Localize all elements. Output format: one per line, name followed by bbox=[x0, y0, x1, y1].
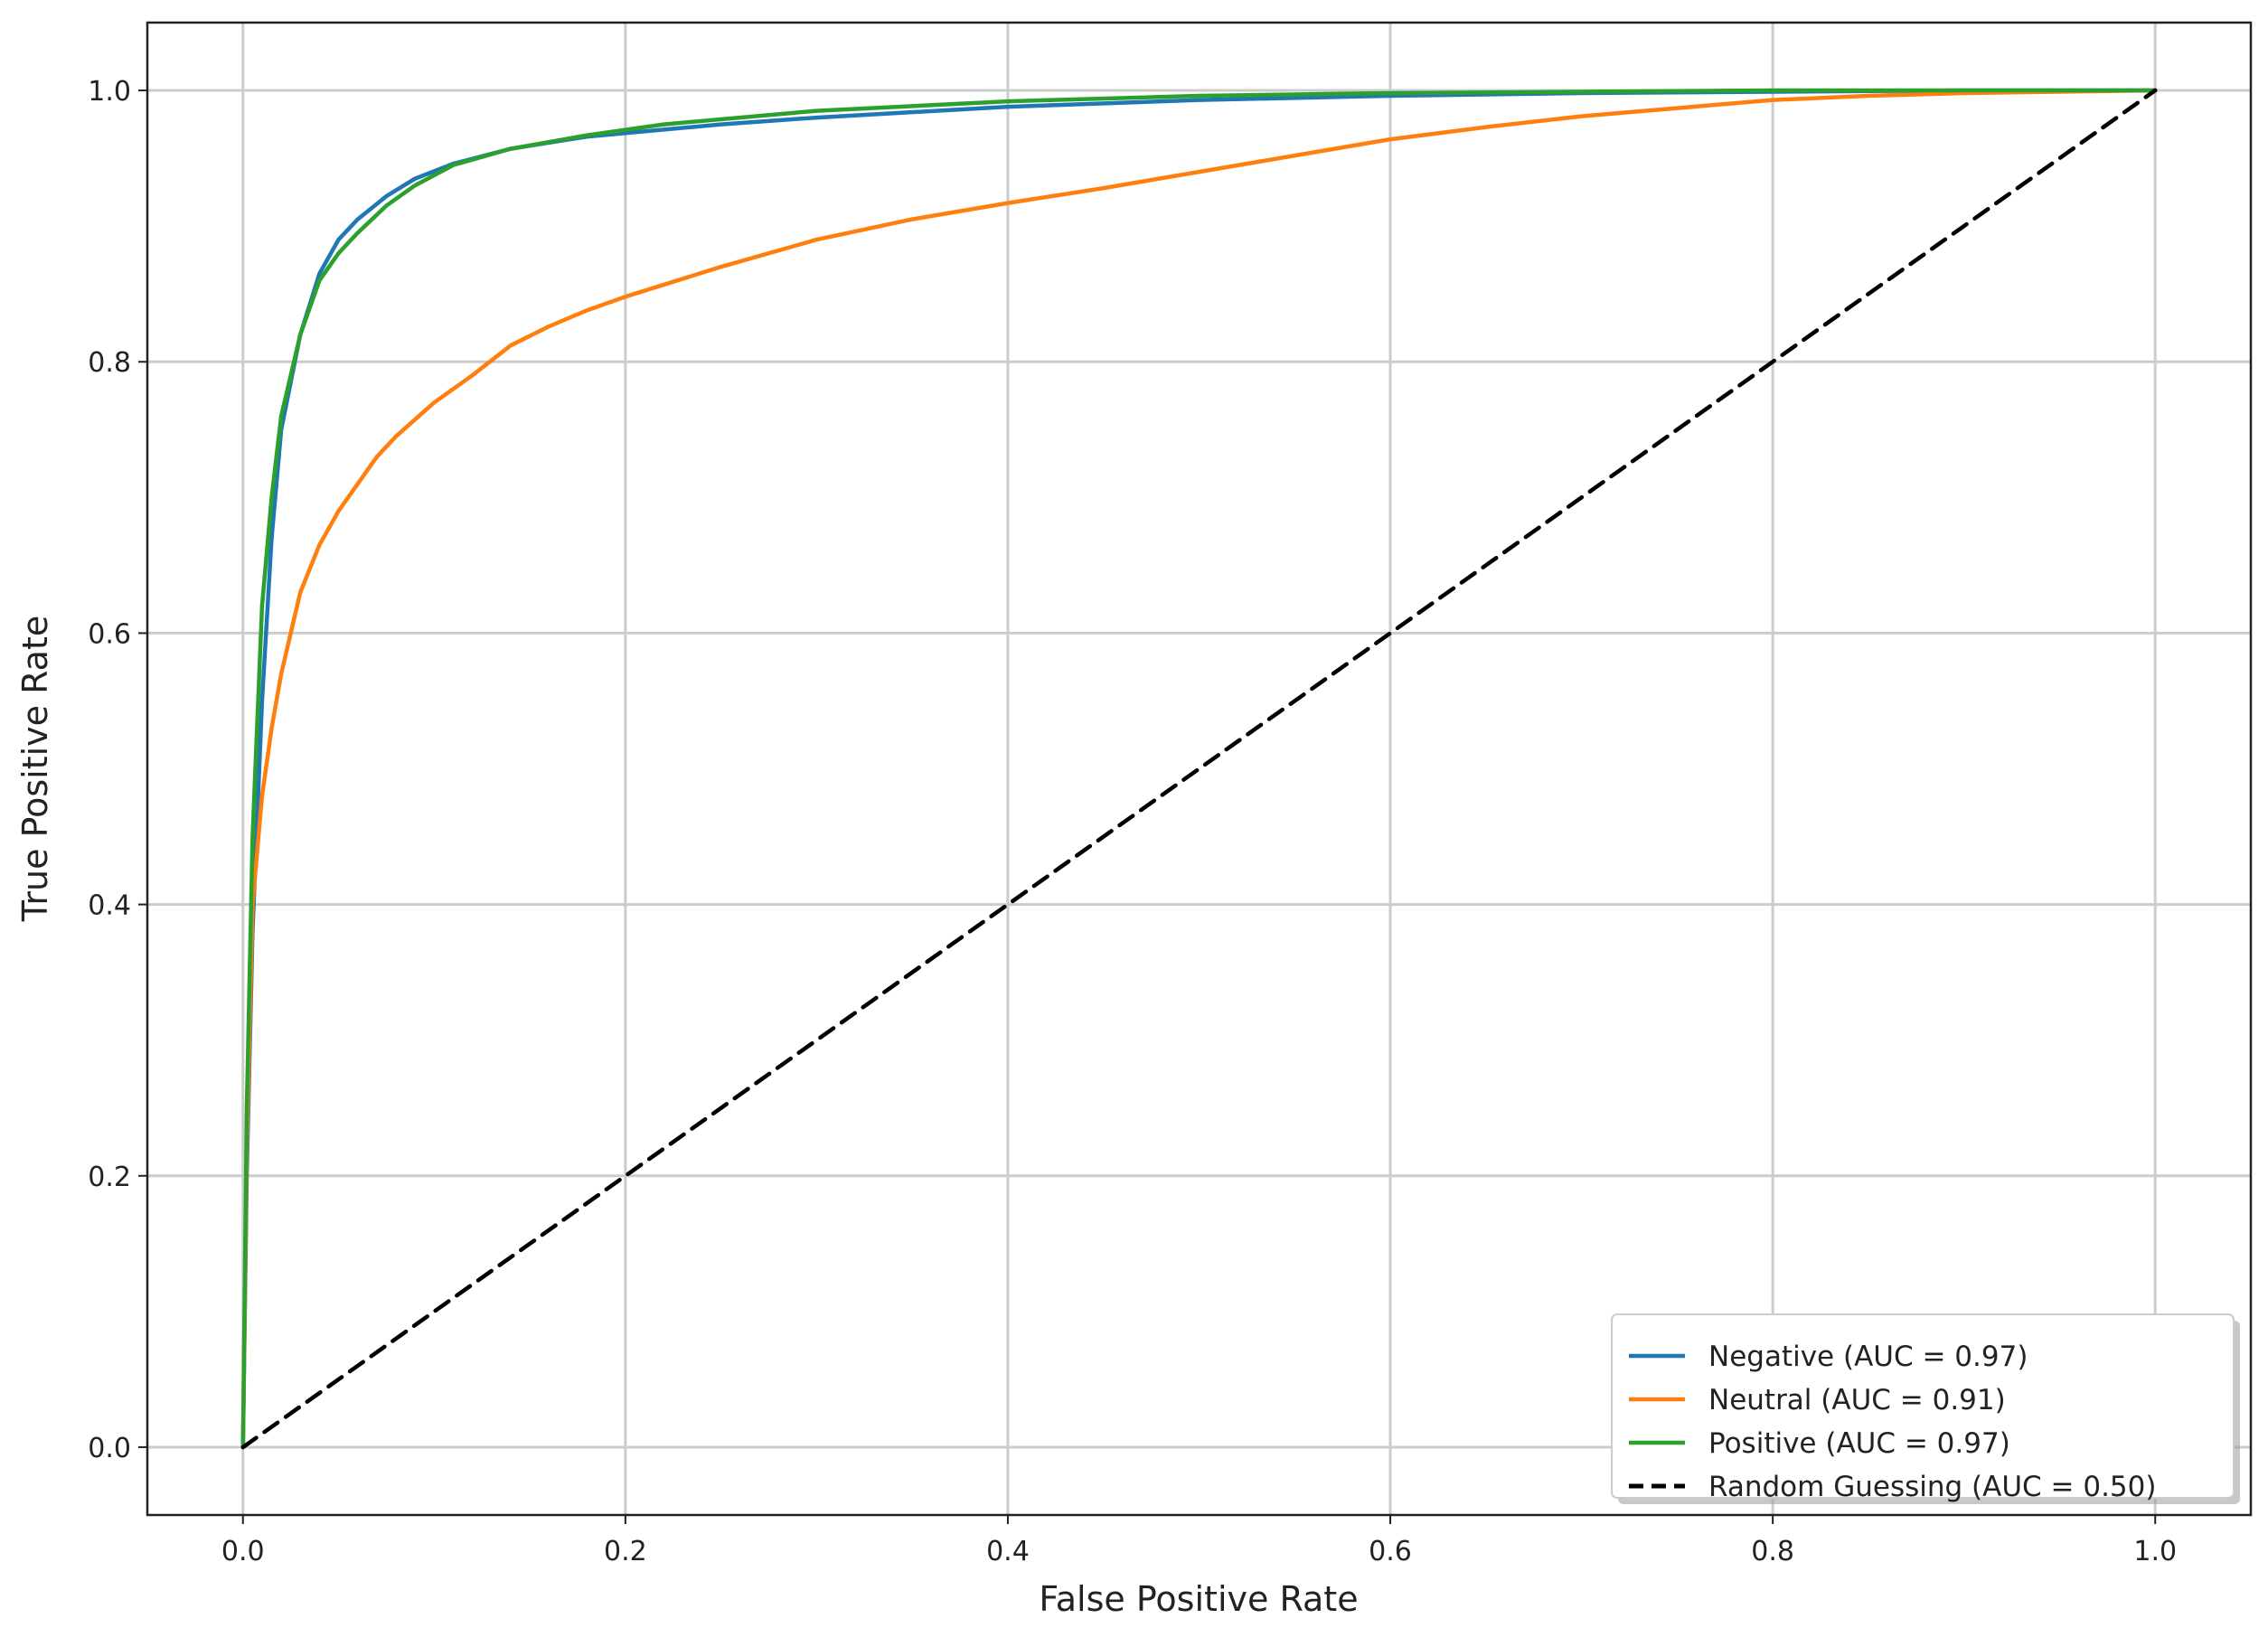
y-tick-label: 0.8 bbox=[88, 347, 131, 379]
legend: Negative (AUC = 0.97) Neutral (AUC = 0.91… bbox=[1611, 1313, 2240, 1504]
legend-label-random: Random Guessing (AUC = 0.50) bbox=[1708, 1471, 2156, 1503]
legend-label-positive: Positive (AUC = 0.97) bbox=[1708, 1427, 2010, 1460]
series-line-neutral bbox=[240, 88, 2158, 1450]
grid bbox=[147, 23, 2251, 1515]
x-tick-label: 1.0 bbox=[2133, 1536, 2177, 1567]
series-line-positive bbox=[240, 88, 2158, 1450]
plot-frame bbox=[146, 21, 2253, 1517]
legend-items: Negative (AUC = 0.97) Neutral (AUC = 0.91… bbox=[1629, 1341, 2156, 1503]
y-tick-label: 0.6 bbox=[88, 618, 131, 650]
y-axis-ticks: 0.0 0.2 0.4 0.6 0.8 1.0 bbox=[88, 76, 147, 1464]
x-tick-label: 0.8 bbox=[1751, 1536, 1794, 1567]
series-layer bbox=[240, 88, 2158, 1450]
x-tick-label: 0.4 bbox=[986, 1536, 1030, 1567]
x-tick-label: 0.2 bbox=[604, 1536, 647, 1567]
series-line-random bbox=[240, 88, 2158, 1450]
x-tick-label: 0.6 bbox=[1369, 1536, 1412, 1567]
y-tick-label: 0.2 bbox=[88, 1162, 131, 1193]
x-axis-ticks: 0.0 0.2 0.4 0.6 0.8 1.0 bbox=[221, 1515, 2177, 1567]
y-tick-label: 1.0 bbox=[88, 76, 131, 108]
legend-box bbox=[1611, 1313, 2235, 1499]
y-axis-label: True Positive Rate bbox=[15, 616, 55, 923]
legend-label-neutral: Neutral (AUC = 0.91) bbox=[1708, 1384, 2006, 1416]
y-tick-label: 0.0 bbox=[88, 1433, 131, 1464]
x-tick-label: 0.0 bbox=[221, 1536, 265, 1567]
x-axis-label: False Positive Rate bbox=[1039, 1579, 1358, 1619]
legend-label-negative: Negative (AUC = 0.97) bbox=[1708, 1341, 2028, 1373]
y-tick-label: 0.4 bbox=[88, 890, 131, 922]
series-line-negative bbox=[240, 88, 2158, 1450]
